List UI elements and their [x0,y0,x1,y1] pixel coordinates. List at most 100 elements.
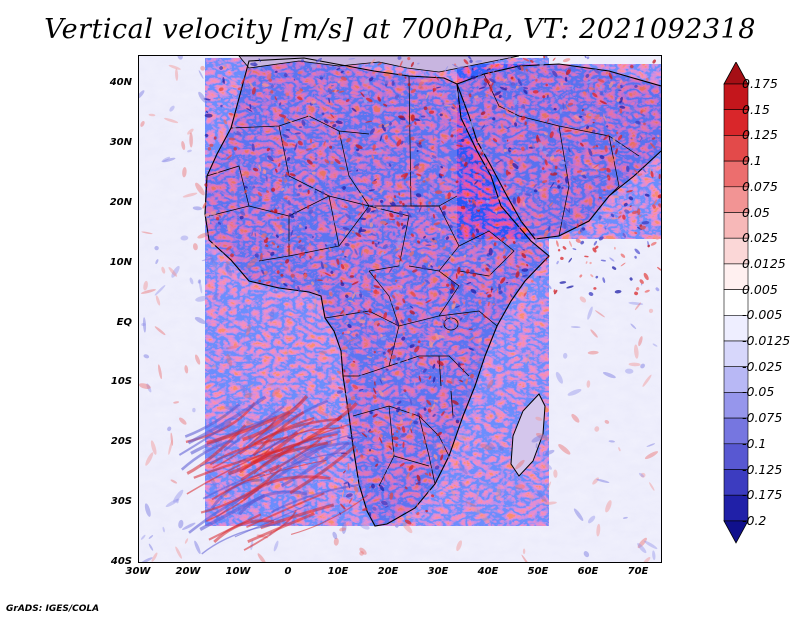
velocity-cell [402,332,405,336]
velocity-cell [580,122,585,127]
velocity-cell [519,272,523,277]
velocity-cell [506,139,509,142]
velocity-cell [608,440,615,443]
velocity-cell [512,197,517,205]
velocity-cell [423,235,426,239]
velocity-cell [192,206,203,211]
velocity-cell [368,449,372,452]
velocity-cell [579,222,584,225]
velocity-cell [396,139,402,147]
velocity-cell [385,120,391,124]
velocity-cell [447,158,452,162]
velocity-cell [341,353,346,357]
velocity-cell [532,233,535,236]
velocity-cell [533,198,540,205]
velocity-cell [349,252,353,256]
velocity-cell [401,79,405,83]
velocity-cell [486,507,499,512]
velocity-cell [278,230,284,234]
velocity-streak [200,467,283,514]
velocity-cell [425,244,432,246]
velocity-cell [399,200,403,204]
velocity-cell [634,202,642,208]
velocity-cell [470,288,477,294]
velocity-cell [587,515,596,524]
velocity-cell [340,76,347,81]
velocity-cell [533,189,538,193]
velocity-cell [460,182,463,185]
velocity-cell [252,185,256,189]
velocity-cell [466,282,472,285]
velocity-cell [388,350,393,355]
velocity-cell [543,56,546,59]
velocity-cell [346,354,351,359]
velocity-cell [448,253,455,260]
velocity-cell [328,376,332,385]
velocity-cell [371,180,378,185]
velocity-cell [481,283,485,289]
velocity-cell [473,95,479,99]
velocity-cell [184,365,189,374]
velocity-cell [143,280,148,291]
velocity-cell [435,190,443,195]
velocity-cell [345,213,351,220]
velocity-cell [294,132,301,135]
velocity-cell [278,208,282,211]
velocity-cell [631,210,639,215]
velocity-cell [450,280,456,287]
velocity-cell [396,426,401,431]
velocity-cell [655,287,660,292]
velocity-cell [579,220,583,223]
velocity-cell [377,62,382,66]
velocity-cell [247,69,252,73]
velocity-cell [259,111,263,115]
velocity-cell [503,78,508,82]
velocity-cell [299,255,302,258]
velocity-cell [456,327,460,330]
velocity-cell [281,155,285,160]
velocity-cell [274,96,277,101]
velocity-cell [586,380,591,388]
velocity-cell [227,224,231,232]
velocity-cell [290,229,294,237]
velocity-cell [653,234,659,240]
velocity-cell [434,465,440,470]
velocity-streak [180,439,234,471]
velocity-cell [192,407,196,413]
velocity-cell [330,160,334,165]
velocity-cell [366,273,371,279]
velocity-cell [151,552,158,562]
velocity-cell [457,266,461,274]
colorbar-label: -0.025 [742,358,783,374]
velocity-cell [639,137,643,143]
velocity-cell [399,285,403,289]
velocity-cell [317,85,321,89]
velocity-cell [189,132,193,148]
velocity-cell [581,108,584,112]
velocity-cell [418,206,422,213]
velocity-cell [441,90,445,97]
velocity-cell [400,173,409,178]
velocity-cell [386,469,389,473]
velocity-cell [338,135,342,139]
velocity-cell [230,253,234,258]
velocity-cell [373,458,380,463]
velocity-cell [652,550,656,561]
velocity-cell [652,204,656,209]
velocity-cell [509,159,514,164]
velocity-cell [463,262,469,264]
velocity-cell [483,314,486,318]
velocity-cell [495,486,501,501]
velocity-cell [213,136,217,140]
velocity-cell [585,73,590,78]
velocity-cell [469,121,474,129]
velocity-cell [576,170,583,173]
velocity-cell [286,317,292,322]
velocity-cell [456,144,464,147]
velocity-cell [628,196,634,201]
velocity-cell [418,85,424,90]
velocity-cell [622,232,626,238]
velocity-cell [498,94,502,99]
velocity-streak [212,419,277,469]
velocity-cell [371,154,375,160]
